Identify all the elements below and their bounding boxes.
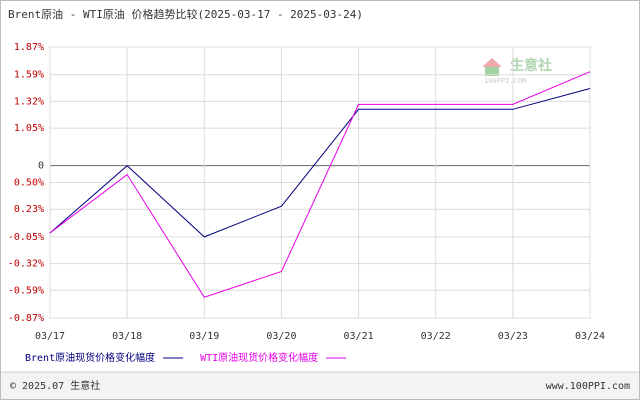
x-tick-label: 03/21 [344, 331, 374, 342]
y-tick-label: -0.59% [8, 285, 44, 296]
legend-label: Brent原油现货价格变化幅度 [25, 351, 155, 364]
legend-label: WTI原油现货价格变化幅度 [200, 351, 318, 364]
series-line [49, 88, 591, 238]
watermark-site: 100PPI.COM [484, 77, 526, 85]
x-tick-label: 03/17 [35, 331, 65, 342]
y-tick-label: 1.32% [14, 96, 44, 107]
chart-title: Brent原油 - WTI原油 价格趋势比较(2025-03-17 - 2025… [8, 7, 363, 21]
y-tick-label: 1.59% [14, 70, 44, 81]
y-tick-label: 0.23% [14, 204, 44, 215]
x-tick-label: 03/18 [112, 331, 142, 342]
footer-band [1, 372, 639, 399]
y-tick-label: 0.50% [14, 178, 44, 189]
watermark-text: 生意社 [510, 57, 552, 74]
x-tick-label: 03/23 [498, 331, 528, 342]
y-tick-label: 1.87% [14, 42, 44, 53]
y-tick-label: -0.32% [8, 259, 44, 270]
y-tick-label: 0 [38, 161, 44, 172]
y-tick-label: -0.05% [8, 232, 44, 243]
x-tick-label: 03/20 [266, 331, 296, 342]
x-tick-label: 03/19 [189, 331, 219, 342]
series-line [49, 71, 591, 298]
x-tick-label: 03/22 [421, 331, 451, 342]
y-tick-label: 1.05% [14, 123, 44, 134]
x-tick-label: 03/24 [575, 331, 605, 342]
footer-left: © 2025.07 生意社 [10, 379, 100, 392]
watermark-icon [482, 58, 502, 67]
footer-right: www.100PPI.com [546, 381, 630, 392]
watermark-icon [485, 67, 499, 76]
watermark: 生意社 100PPI.COM [482, 57, 552, 85]
y-tick-label: -0.87% [8, 313, 44, 324]
